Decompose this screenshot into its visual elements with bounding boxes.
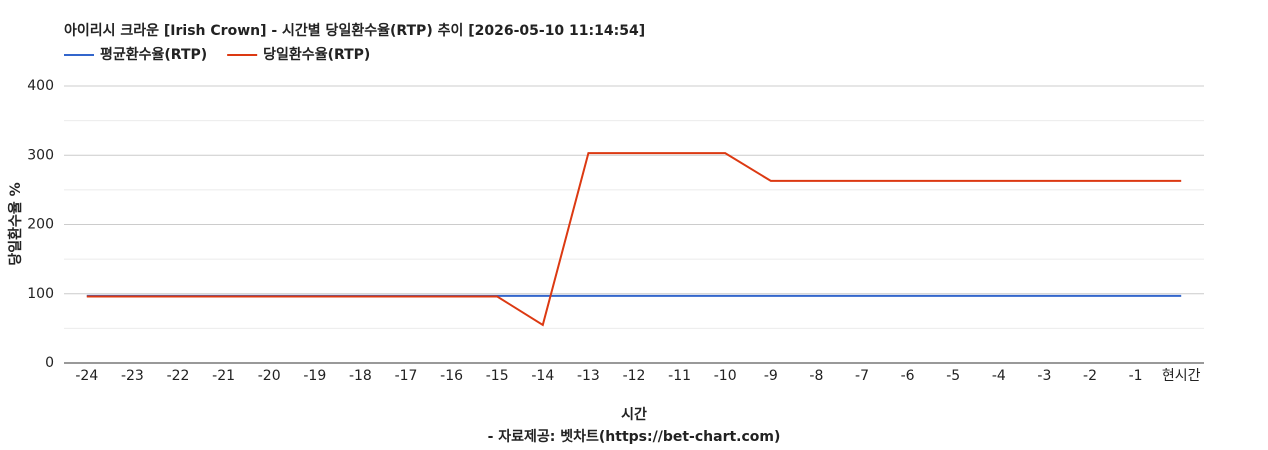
x-tick-label: 현시간 <box>1162 368 1201 384</box>
x-tick-label: -6 <box>901 368 915 384</box>
x-tick-label: -14 <box>531 368 554 384</box>
y-tick-label: 400 <box>27 78 54 94</box>
x-tick-label: -23 <box>121 368 144 384</box>
y-tick-label: 0 <box>45 355 54 371</box>
x-tick-label: -16 <box>440 368 463 384</box>
x-tick-label: -10 <box>714 368 737 384</box>
series-line <box>86 152 1182 327</box>
y-axis-title: 당일환수율 % <box>7 182 24 265</box>
x-tick-label: -2 <box>1083 368 1097 384</box>
x-tick-label: -20 <box>258 368 281 384</box>
y-tick-label: 100 <box>27 286 54 302</box>
x-tick-label: -19 <box>303 368 326 384</box>
legend-label: 평균환수율(RTP) <box>100 46 207 63</box>
x-tick-label: -1 <box>1129 368 1143 384</box>
x-tick-label: -24 <box>75 368 98 384</box>
x-tick-label: -12 <box>623 368 646 384</box>
y-tick-label: 200 <box>27 217 54 233</box>
x-tick-label: -17 <box>395 368 418 384</box>
x-tick-label: -4 <box>992 368 1006 384</box>
x-tick-label: -21 <box>212 368 235 384</box>
legend-label: 당일환수율(RTP) <box>263 46 370 63</box>
x-tick-label: -18 <box>349 368 372 384</box>
source: - 자료제공: 벳차트(https://bet-chart.com) <box>488 428 781 445</box>
x-tick-label: -22 <box>167 368 190 384</box>
x-tick-label: -5 <box>946 368 960 384</box>
x-tick-label: -7 <box>855 368 869 384</box>
x-tick-label: -9 <box>764 368 778 384</box>
chart-title: 아이리시 크라운 [Irish Crown] - 시간별 당일환수율(RTP) … <box>64 22 645 39</box>
x-axis-title: 시간 <box>621 406 647 423</box>
x-tick-label: -15 <box>486 368 509 384</box>
x-tick-label: -3 <box>1037 368 1051 384</box>
y-tick-label: 300 <box>27 147 54 163</box>
x-tick-label: -11 <box>668 368 691 384</box>
x-tick-label: -8 <box>809 368 823 384</box>
x-tick-label: -13 <box>577 368 600 384</box>
